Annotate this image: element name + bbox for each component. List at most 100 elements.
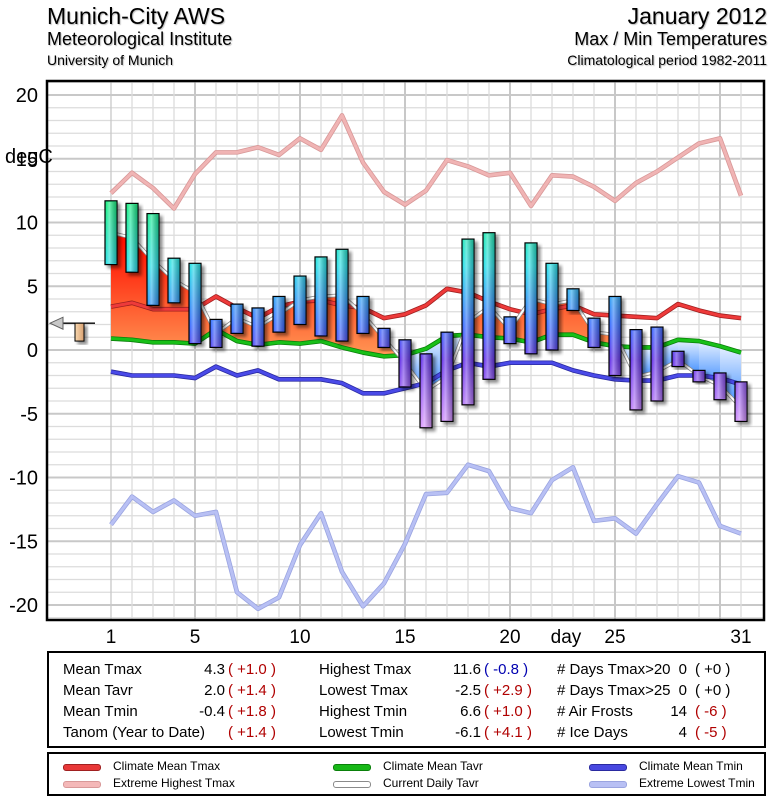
y-tick-label: -5 xyxy=(20,404,38,426)
legend-label: Extreme Lowest Tmin xyxy=(639,776,755,790)
day-bar-highlight xyxy=(526,243,536,353)
day-bar xyxy=(482,232,496,380)
day-bar-highlight xyxy=(337,250,347,341)
day-bar-highlight xyxy=(421,354,431,427)
day-bar-highlight xyxy=(148,214,158,305)
y-tick-label: 5 xyxy=(27,276,38,298)
stat-label: # Days Tmax>20 xyxy=(557,661,671,678)
day-bar-highlight xyxy=(442,333,452,421)
stat-value: 4.3 xyxy=(204,661,225,678)
stat-anomaly: ( +1.0 ) xyxy=(484,703,532,720)
legend-swatch xyxy=(333,781,371,788)
day-bar-highlight xyxy=(127,204,137,272)
stat-anomaly: ( -6 ) xyxy=(695,703,727,720)
day-bar-highlight xyxy=(190,264,200,343)
stat-value: 4 xyxy=(678,724,687,741)
stat-row: Mean Tavr 2.0( +1.4 ) xyxy=(63,680,303,701)
x-tick-label: 20 xyxy=(499,627,520,648)
day-bar-highlight xyxy=(253,308,263,346)
day-bar xyxy=(713,372,727,401)
day-bar-highlight xyxy=(505,317,515,343)
day-bar xyxy=(167,257,181,304)
day-bar xyxy=(146,212,160,306)
arrow-left-icon xyxy=(48,316,64,331)
month-title: January 2012 xyxy=(627,3,767,29)
stat-anomaly: ( +4.1 ) xyxy=(484,724,532,741)
marker-bar-group xyxy=(74,322,85,342)
day-bar xyxy=(692,369,706,383)
legend-label: Climate Mean Tmax xyxy=(113,759,221,773)
stat-label: Highest Tmax xyxy=(319,661,412,678)
day-bar-highlight xyxy=(736,382,746,421)
y-tick-label: -10 xyxy=(9,468,38,490)
stat-label: Mean Tmin xyxy=(63,703,138,720)
y-tick-label: -15 xyxy=(9,531,38,553)
day-bar-highlight xyxy=(610,297,620,375)
stats-column-means: Mean Tmax 4.3( +1.0 ) Mean Tavr 2.0( +1.4 )… xyxy=(63,659,303,743)
day-bar xyxy=(356,295,370,335)
stat-value: -0.4 xyxy=(199,703,225,720)
legend-label: Climate Mean Tmin xyxy=(639,759,743,773)
day-bar xyxy=(188,262,202,345)
period-title: Climatological period 1982-2011 xyxy=(567,52,767,68)
day-bar-highlight xyxy=(673,352,683,366)
stat-anomaly: ( -5 ) xyxy=(695,724,727,741)
day-bar-highlight xyxy=(316,257,326,335)
x-tick-label: 5 xyxy=(190,627,201,648)
day-bar-highlight xyxy=(463,240,473,404)
stat-value: -2.5 xyxy=(455,682,481,699)
y-tick-label: 15 xyxy=(16,149,38,171)
stat-row: # Air Frosts 14 ( -6 ) xyxy=(557,701,767,722)
day-bar xyxy=(566,288,580,312)
stat-anomaly: ( +0 ) xyxy=(695,661,731,678)
stat-row: # Ice Days 4 ( -5 ) xyxy=(557,722,767,743)
day-bar xyxy=(524,242,538,355)
y-tick-label: -20 xyxy=(9,595,38,617)
tanom-bar xyxy=(74,322,85,342)
day-bar xyxy=(461,238,475,406)
stat-row: Mean Tmax 4.3( +1.0 ) xyxy=(63,659,303,680)
day-bar-highlight xyxy=(631,330,641,409)
statistics-panel: Mean Tmax 4.3( +1.0 ) Mean Tavr 2.0( +1.4 )… xyxy=(47,651,766,748)
legend-label: Climate Mean Tavr xyxy=(383,759,483,773)
day-bar xyxy=(671,350,685,368)
day-bar-highlight xyxy=(169,259,179,302)
day-bar xyxy=(314,256,328,337)
extreme-highest-tmax-line xyxy=(109,113,743,210)
day-bar-highlight xyxy=(379,329,389,347)
day-bar xyxy=(608,295,622,377)
climate-mean-tmax-line xyxy=(110,287,742,320)
day-bar-highlight xyxy=(358,297,368,333)
y-tick-label: 0 xyxy=(27,340,38,362)
day-bar xyxy=(230,303,244,335)
x-tick-label: 15 xyxy=(394,627,415,648)
chart-subtitle: Max / Min Temperatures xyxy=(574,29,767,49)
stat-value: 0 xyxy=(678,682,687,699)
stat-anomaly: ( +1.8 ) xyxy=(228,703,276,720)
day-bar xyxy=(650,326,664,402)
stat-label: # Days Tmax>25 xyxy=(557,682,671,699)
stat-label: Mean Tavr xyxy=(63,682,133,699)
legend-swatch xyxy=(333,764,371,771)
day-bar-highlight xyxy=(274,297,284,332)
day-bar-highlight xyxy=(589,319,599,347)
stat-label: # Ice Days xyxy=(557,724,628,741)
day-bar xyxy=(335,248,349,342)
day-bar-highlight xyxy=(547,264,557,349)
stat-label: Lowest Tmax xyxy=(319,682,408,699)
extreme-lowest-tmin-line xyxy=(109,463,742,611)
day-bar xyxy=(104,200,118,266)
day-bar-highlight xyxy=(106,201,116,264)
station-title: Munich-City AWS xyxy=(47,3,226,29)
stat-anomaly: ( +2.9 ) xyxy=(484,682,532,699)
stat-anomaly: ( -0.8 ) xyxy=(484,661,529,678)
day-bar xyxy=(419,353,433,429)
plot-frame xyxy=(45,79,766,622)
day-bar xyxy=(440,331,454,422)
y-tick-label: 20 xyxy=(16,85,38,107)
day-bar-highlight xyxy=(568,289,578,310)
day-bar-highlight xyxy=(295,277,305,324)
stat-value: 11.6 xyxy=(452,661,481,678)
stat-value: 14 xyxy=(670,703,687,720)
stat-label: Highest Tmin xyxy=(319,703,408,720)
